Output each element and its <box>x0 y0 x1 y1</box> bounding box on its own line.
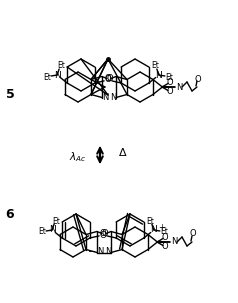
Text: Et: Et <box>43 72 51 82</box>
Text: O: O <box>167 87 173 96</box>
Text: $\Delta$: $\Delta$ <box>118 146 128 158</box>
Text: O: O <box>107 74 113 83</box>
Text: N: N <box>155 71 162 79</box>
Text: O: O <box>105 74 111 83</box>
Text: 5: 5 <box>6 88 14 102</box>
Text: N: N <box>49 225 55 235</box>
Text: 6: 6 <box>6 208 14 221</box>
Text: N: N <box>171 238 177 247</box>
Text: N: N <box>150 225 157 235</box>
Text: −: − <box>88 247 96 257</box>
Text: +: + <box>159 224 165 232</box>
Text: O: O <box>195 75 201 84</box>
Text: Et: Et <box>165 72 173 82</box>
Text: Et: Et <box>52 217 60 225</box>
Text: O: O <box>162 233 168 242</box>
Text: Et: Et <box>160 228 168 237</box>
Text: Et: Et <box>57 62 65 71</box>
Text: N: N <box>54 71 60 79</box>
Text: O: O <box>99 231 106 239</box>
Text: O: O <box>167 78 173 87</box>
Text: O: O <box>102 229 108 238</box>
Text: O: O <box>104 75 111 85</box>
Text: Et: Et <box>146 217 154 225</box>
Text: O: O <box>190 229 196 238</box>
Text: $\lambda_{Ac}$: $\lambda_{Ac}$ <box>69 150 87 164</box>
Text: N: N <box>176 82 182 92</box>
Text: O: O <box>162 242 168 251</box>
Text: Et: Et <box>38 228 46 237</box>
Text: N: N <box>102 93 108 102</box>
Text: N: N <box>105 247 111 256</box>
Text: O: O <box>100 229 106 238</box>
Text: N: N <box>97 247 103 256</box>
Text: Et: Et <box>151 62 159 71</box>
Text: N: N <box>110 93 116 102</box>
